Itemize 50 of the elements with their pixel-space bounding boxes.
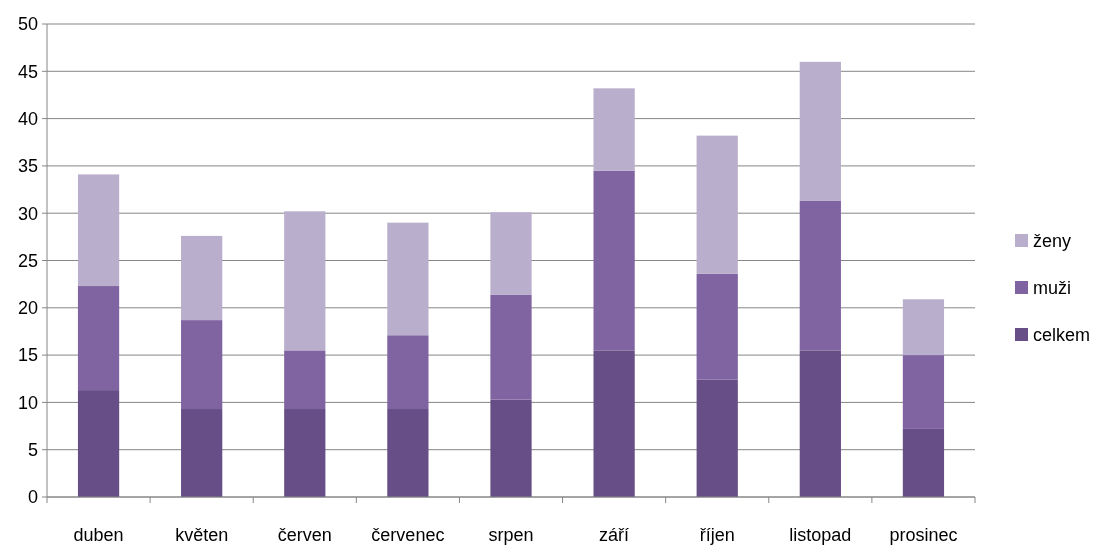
y-tick-label: 20 [17, 298, 38, 319]
y-tick-label: 50 [17, 14, 38, 35]
bar [181, 320, 223, 410]
bar [490, 294, 532, 400]
y-tick-label: 40 [17, 108, 38, 129]
legend-label: muži [1033, 278, 1072, 299]
x-tick-label: listopad [789, 525, 852, 545]
y-tick-label: 35 [17, 156, 38, 177]
y-tick-label: 45 [17, 61, 38, 82]
bar [902, 428, 945, 497]
bar [799, 350, 841, 497]
x-tick-label: květen [175, 525, 229, 545]
x-tick-label: říjen [699, 525, 735, 545]
bar [902, 355, 945, 429]
x-tick-label: červenec [371, 525, 445, 545]
y-tick-label: 5 [27, 440, 38, 460]
x-tick-label: červen [277, 525, 332, 545]
bar [387, 335, 429, 410]
bar [181, 235, 223, 321]
bar [284, 350, 326, 410]
bar [490, 399, 532, 497]
legend-label: ženy [1033, 231, 1072, 252]
x-tick-label: prosinec [889, 525, 958, 545]
bar [799, 200, 841, 351]
bar [799, 61, 841, 201]
bar [902, 299, 945, 356]
x-tick-label: září [599, 525, 630, 545]
legend-label: celkem [1033, 325, 1091, 346]
y-tick-label: 15 [17, 345, 38, 366]
bar [387, 222, 429, 336]
bar [387, 409, 429, 497]
x-tick-label: duben [73, 525, 124, 545]
bar [696, 379, 738, 497]
bar [593, 170, 635, 351]
bar [181, 409, 223, 497]
y-tick-label: 30 [17, 203, 38, 224]
bar [490, 212, 532, 295]
bar [284, 211, 326, 351]
y-tick-label: 10 [17, 392, 38, 413]
y-tick-label: 25 [17, 250, 38, 271]
bar [77, 286, 120, 391]
bar [284, 409, 326, 497]
bar [593, 88, 635, 171]
bar [696, 135, 738, 274]
y-tick-label: 0 [27, 487, 38, 508]
bar [593, 350, 635, 497]
bar [77, 390, 120, 497]
bar [77, 174, 120, 287]
bar [696, 273, 738, 380]
x-tick-label: srpen [488, 525, 534, 545]
